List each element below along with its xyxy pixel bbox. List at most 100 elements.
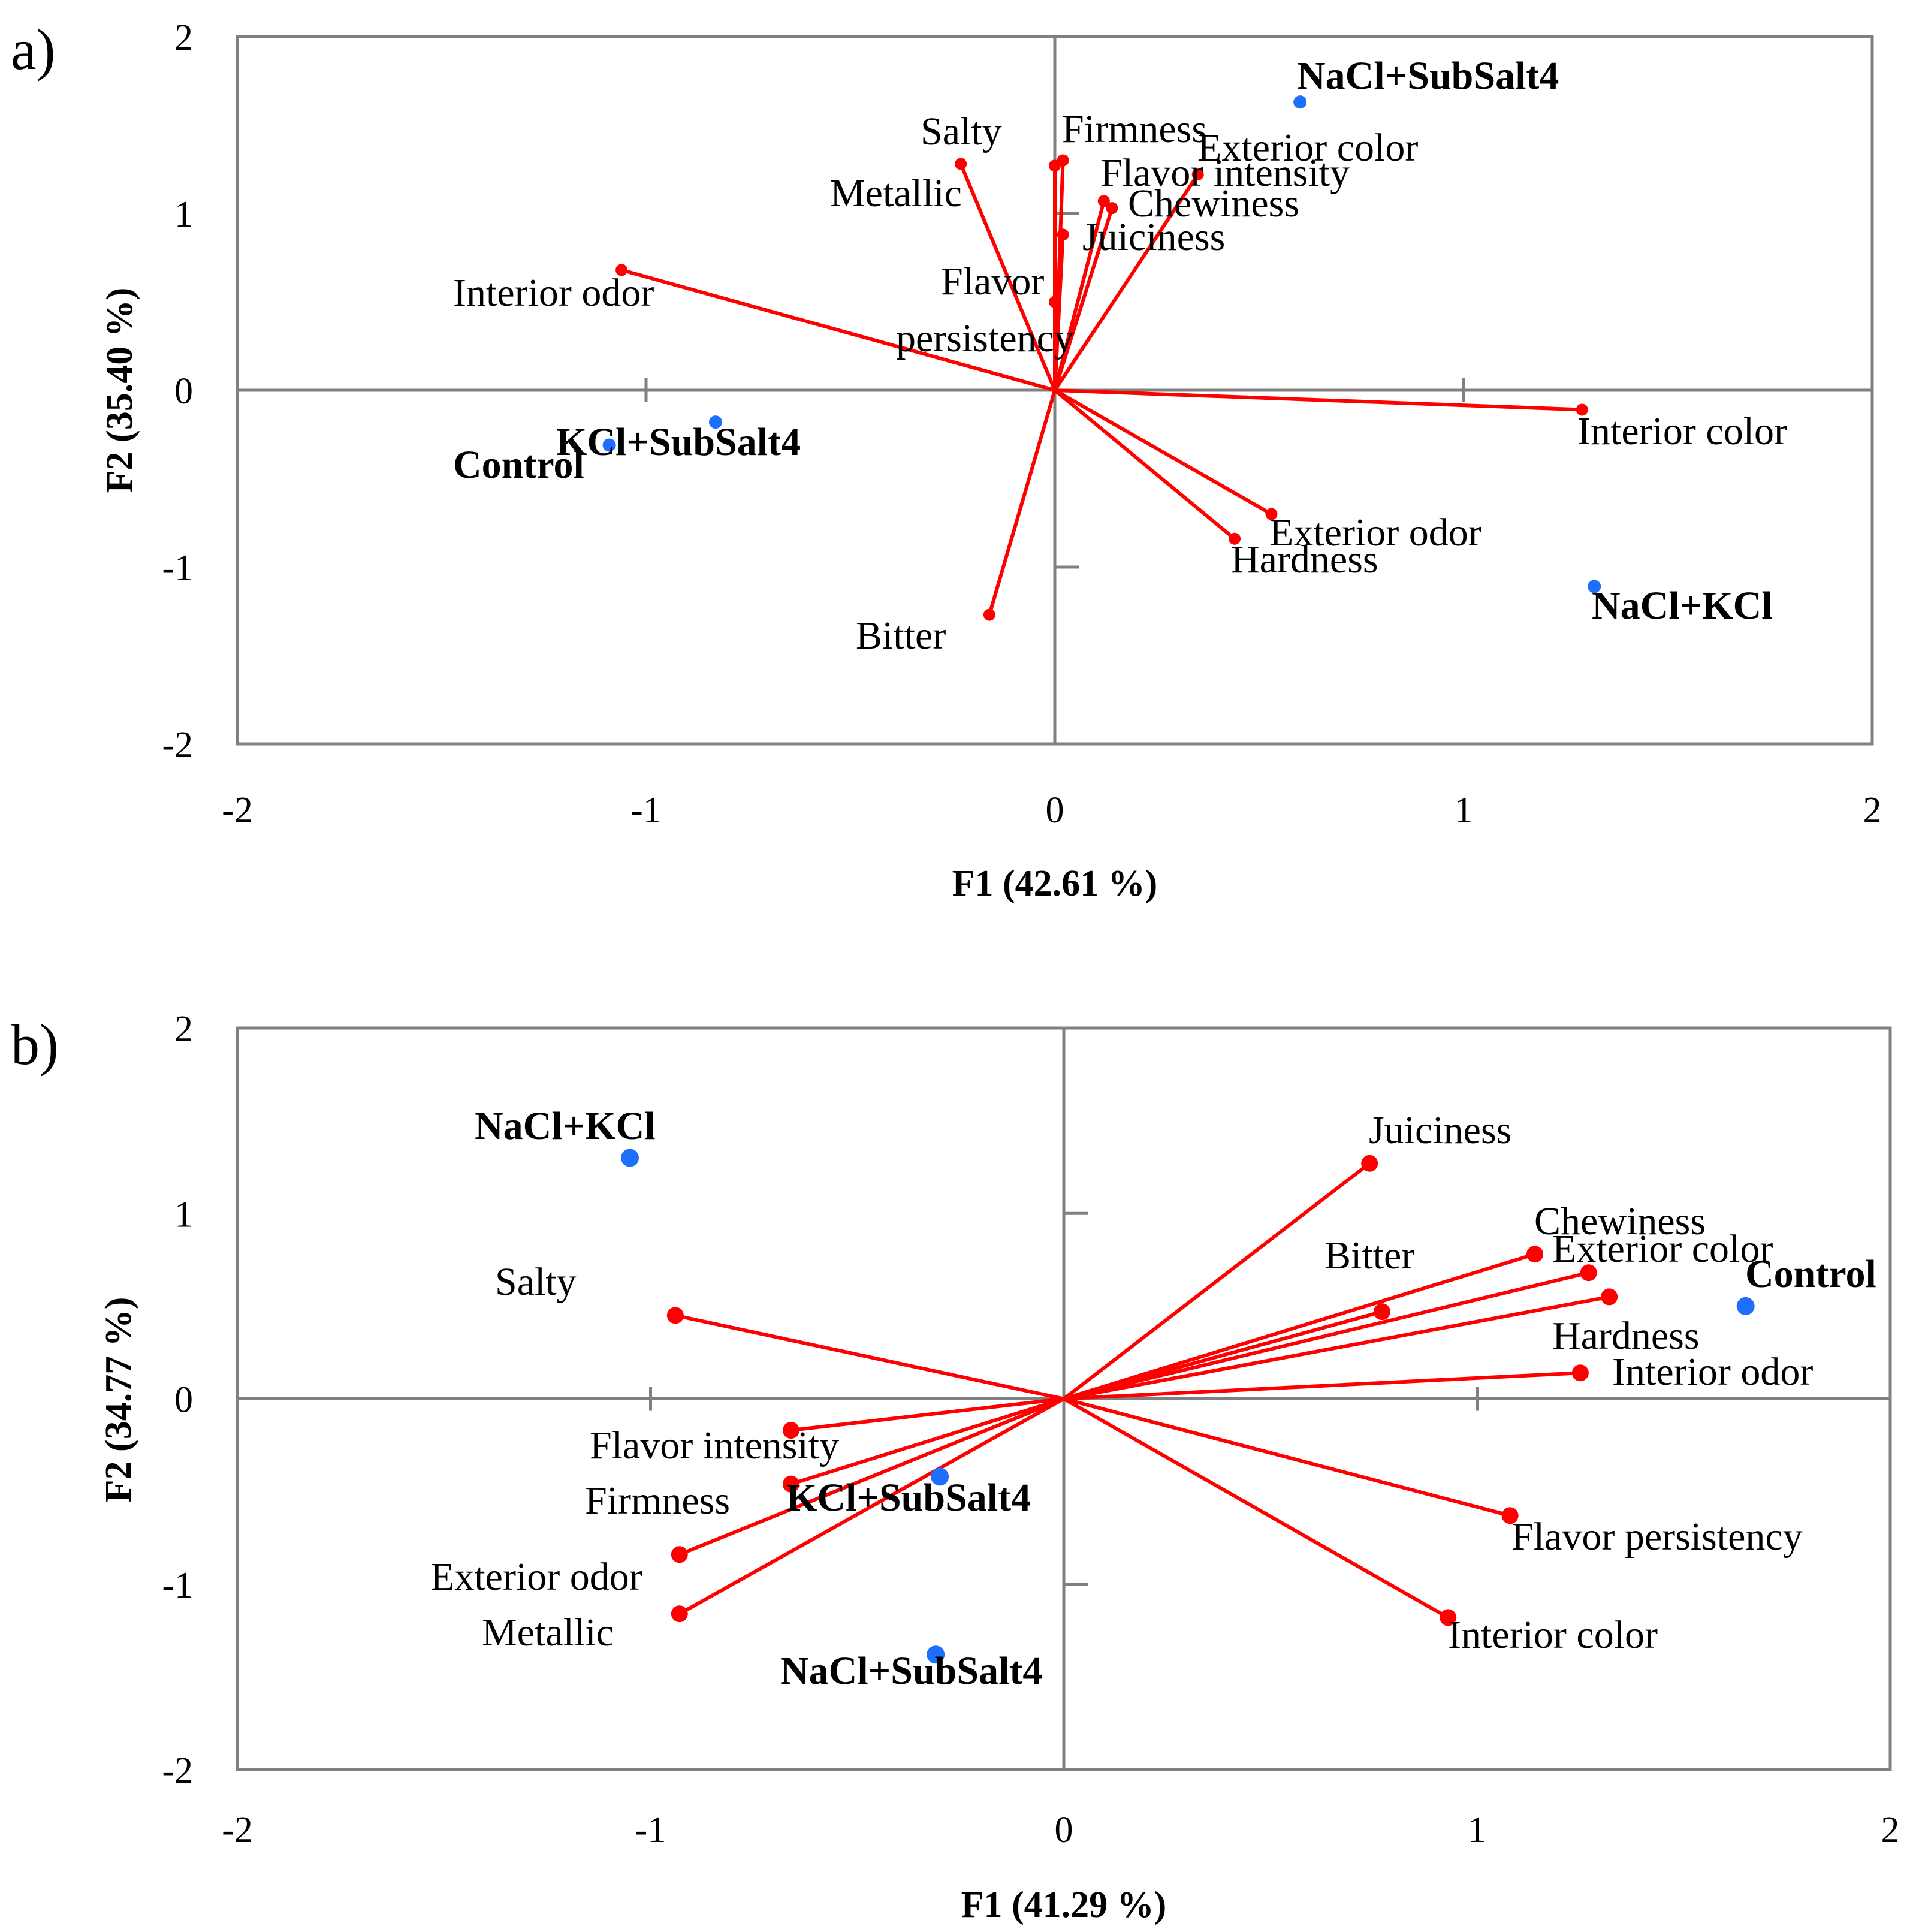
loading-label: Juiciness: [1082, 215, 1225, 259]
loading-point: [782, 1422, 799, 1439]
loading-label: Flavor: [941, 260, 1044, 303]
loading-vector: [1063, 1252, 1535, 1401]
loading-label: Flavor persistency: [1511, 1515, 1803, 1559]
loading-point: [1440, 1609, 1457, 1626]
sample-label: KCl+SubSalt4: [786, 1476, 1031, 1520]
sample-label: Control: [1745, 1252, 1876, 1296]
loading-vector: [621, 268, 1055, 392]
loading-label: Exterior color: [1197, 126, 1418, 170]
loading-label-line2: persistency: [896, 317, 1074, 360]
x-tick-label: -2: [222, 1810, 253, 1850]
loading-vector: [675, 1313, 1064, 1401]
loading-point: [671, 1605, 688, 1623]
x-axis-title: F1 (41.29 %): [961, 1885, 1167, 1925]
loading-point: [615, 264, 628, 276]
y-axis-title: F2 (34.77 %): [98, 1297, 139, 1503]
loading-vector: [1053, 207, 1114, 391]
loading-point: [1057, 228, 1069, 241]
loading-point: [1373, 1303, 1390, 1321]
loading-label: Interior color: [1448, 1613, 1658, 1657]
loading-vector: [987, 390, 1057, 616]
y-tick-label: -1: [162, 1565, 193, 1606]
x-tick-label: 0: [1046, 790, 1064, 831]
loading-label: Bitter: [856, 614, 946, 658]
loading-point: [1526, 1246, 1544, 1263]
y-tick-label: 2: [174, 1009, 193, 1050]
panel-letter: b): [11, 1012, 59, 1077]
sample-label: NaCl+SubSalt4: [1297, 54, 1559, 98]
loading-vector: [790, 1397, 1064, 1486]
y-tick-label: -2: [162, 725, 193, 765]
sample-point: [931, 1467, 949, 1486]
loading-label: Firmness: [1062, 107, 1207, 151]
x-tick-label: 2: [1863, 790, 1882, 831]
loading-label: Interior odor: [453, 271, 654, 315]
sample-point: [1588, 580, 1601, 593]
loading-label: Metallic: [830, 171, 962, 215]
y-tick-label: 1: [174, 1194, 193, 1235]
loading-label: Firmness: [585, 1479, 730, 1523]
sample-label: Control: [453, 443, 584, 487]
loading-label: Exterior color: [1552, 1227, 1773, 1271]
loading-point: [1097, 195, 1110, 207]
loading-point: [1229, 532, 1241, 545]
x-tick-label: 1: [1468, 1810, 1486, 1850]
loading-label: Chewiness: [1534, 1199, 1706, 1243]
y-tick-label: -1: [162, 548, 193, 589]
x-axis-title: F1 (42.61 %): [952, 863, 1158, 904]
sample-label: KCl+SubSalt4: [556, 420, 801, 464]
sample-point: [708, 415, 722, 429]
sample-label: NaCl+KCl: [1592, 584, 1773, 628]
loading-vector: [1063, 1397, 1511, 1518]
loading-point: [666, 1307, 684, 1324]
loading-vector: [1063, 1295, 1610, 1401]
loading-label: Juiciness: [1369, 1108, 1511, 1152]
loading-point: [1501, 1507, 1519, 1524]
sample-point: [602, 438, 616, 452]
sample-point: [621, 1149, 639, 1167]
loading-vector: [1054, 388, 1236, 541]
x-tick-label: 1: [1455, 790, 1473, 831]
loading-label: Interior color: [1577, 409, 1787, 453]
loading-point: [1265, 508, 1278, 520]
loading-vector: [678, 1397, 1065, 1615]
sample-label: NaCl+SubSalt4: [780, 1649, 1042, 1693]
loading-label: Metallic: [482, 1611, 614, 1654]
x-tick-label: 2: [1881, 1810, 1900, 1850]
loading-vector: [1063, 1310, 1383, 1401]
loading-point: [782, 1475, 799, 1493]
sample-label: NaCl+KCl: [475, 1104, 656, 1148]
y-tick-label: 0: [174, 1380, 193, 1421]
loading-label: Flavor intensity: [590, 1424, 839, 1467]
loading-label: Bitter: [1324, 1234, 1414, 1277]
loading-point: [1106, 202, 1118, 215]
loading-vector: [1053, 173, 1200, 391]
loading-vector: [1054, 388, 1272, 516]
y-axis-title: F2 (35.40 %): [99, 288, 140, 493]
loading-vector: [1054, 388, 1582, 412]
loading-label: Interior odor: [1612, 1350, 1813, 1394]
sample-point: [927, 1645, 945, 1664]
loading-point: [1580, 1264, 1597, 1282]
loading-label: Exterior odor: [1269, 511, 1481, 554]
loading-vector: [1063, 1371, 1581, 1401]
loading-point: [1601, 1288, 1618, 1306]
x-tick-label: 0: [1055, 1810, 1073, 1850]
x-tick-label: -2: [222, 790, 253, 831]
loading-label: Salty: [495, 1260, 577, 1304]
sample-point: [1736, 1297, 1755, 1315]
loading-label: Salty: [921, 110, 1002, 153]
y-tick-label: 1: [174, 194, 193, 235]
loading-vector: [1063, 1397, 1449, 1620]
loading-vector: [1063, 1162, 1371, 1400]
loading-point: [983, 608, 995, 621]
loading-label: Flavor intensity: [1100, 151, 1350, 195]
loading-label: Exterior odor: [430, 1555, 642, 1599]
y-tick-label: 2: [174, 17, 193, 58]
y-tick-label: -2: [162, 1750, 193, 1791]
loading-point: [955, 158, 967, 170]
panel-letter: a): [11, 17, 56, 82]
